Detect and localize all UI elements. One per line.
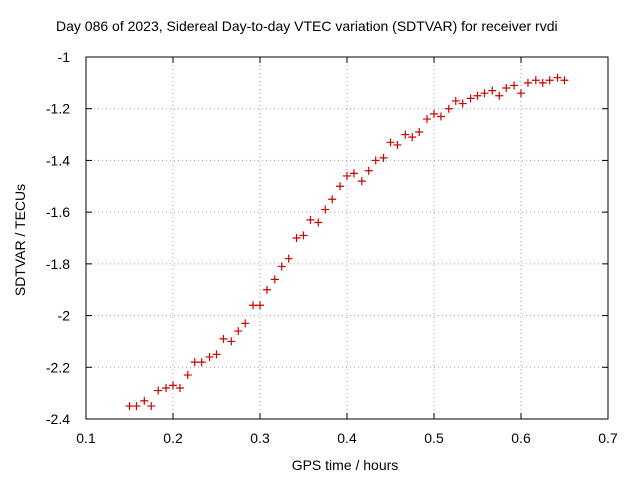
data-point xyxy=(169,381,177,390)
y-tick-label: -2 xyxy=(58,308,71,324)
data-point xyxy=(227,337,236,346)
data-point xyxy=(517,89,525,98)
data-point xyxy=(386,138,395,147)
data-point xyxy=(256,301,264,310)
data-point xyxy=(241,319,250,328)
chart-title: Day 086 of 2023, Sidereal Day-to-day VTE… xyxy=(56,18,558,34)
data-point xyxy=(393,140,402,149)
grid-lines xyxy=(86,57,608,419)
data-point xyxy=(480,89,489,98)
data-point xyxy=(183,371,192,380)
data-point xyxy=(292,234,301,242)
data-point xyxy=(545,76,554,85)
data-point xyxy=(132,402,141,411)
x-tick-label: 0.1 xyxy=(76,430,96,446)
data-point xyxy=(488,86,497,95)
data-point xyxy=(336,182,345,191)
data-point xyxy=(234,327,243,336)
data-point xyxy=(154,386,163,395)
data-point xyxy=(473,91,482,100)
y-tick-label: -1.2 xyxy=(46,101,70,117)
data-point xyxy=(560,76,569,85)
x-tick-label: 0.5 xyxy=(424,430,444,446)
data-point xyxy=(262,285,271,294)
data-point xyxy=(314,218,323,227)
data-point xyxy=(357,177,366,186)
x-tick-label: 0.7 xyxy=(598,430,618,446)
x-tick-label: 0.6 xyxy=(511,430,531,446)
y-tick-label: -1.8 xyxy=(46,256,70,272)
data-point xyxy=(510,81,519,90)
data-point xyxy=(436,112,445,121)
data-point xyxy=(175,383,184,392)
data-point xyxy=(379,153,388,162)
data-point xyxy=(219,334,228,343)
data-point xyxy=(415,127,424,136)
data-point xyxy=(197,358,206,367)
data-point xyxy=(162,383,171,392)
data-points xyxy=(125,73,569,411)
data-point xyxy=(538,78,547,87)
y-tick-label: -1.6 xyxy=(46,204,70,220)
x-tick-label: 0.2 xyxy=(163,430,183,446)
data-point xyxy=(430,109,438,118)
data-point xyxy=(328,195,337,204)
data-point xyxy=(444,104,453,113)
data-point xyxy=(147,402,156,411)
y-tick-label: -2.2 xyxy=(46,359,70,375)
data-point xyxy=(125,402,134,411)
y-tick-label: -2.4 xyxy=(46,411,70,427)
data-point xyxy=(401,130,410,139)
data-point xyxy=(212,350,221,359)
x-tick-label: 0.4 xyxy=(337,430,357,446)
x-tick-label: 0.3 xyxy=(250,430,270,446)
plot-frame xyxy=(85,56,609,420)
data-point xyxy=(249,301,258,310)
y-axis-label: SDTVAR / TECUs xyxy=(12,183,28,297)
data-point xyxy=(495,91,504,100)
data-point xyxy=(343,171,351,180)
data-point xyxy=(140,396,149,405)
data-point xyxy=(466,94,475,103)
data-point xyxy=(284,254,293,263)
data-point xyxy=(423,115,432,124)
data-point xyxy=(270,275,279,284)
data-point xyxy=(349,169,358,178)
data-point xyxy=(458,99,467,108)
data-point xyxy=(364,166,373,175)
data-point xyxy=(523,78,532,87)
y-tick-label: -1.4 xyxy=(46,152,70,168)
data-point xyxy=(205,352,214,361)
data-point xyxy=(408,133,417,142)
tick-labels: 0.1 0.2 0.3 0.4 0.5 0.6 0.7 -2.4 -2.2 -2 -1.8 -1.6 -… xyxy=(46,49,618,446)
data-point xyxy=(502,84,511,93)
data-point xyxy=(190,358,199,367)
data-point xyxy=(306,215,315,224)
data-point xyxy=(553,73,562,82)
data-point xyxy=(531,76,540,85)
data-point xyxy=(321,205,330,214)
data-point xyxy=(277,262,286,271)
data-point xyxy=(451,96,460,105)
data-point xyxy=(299,231,308,240)
x-axis-label: GPS time / hours xyxy=(291,457,399,473)
data-point xyxy=(371,156,380,165)
y-tick-label: -1 xyxy=(58,49,71,65)
